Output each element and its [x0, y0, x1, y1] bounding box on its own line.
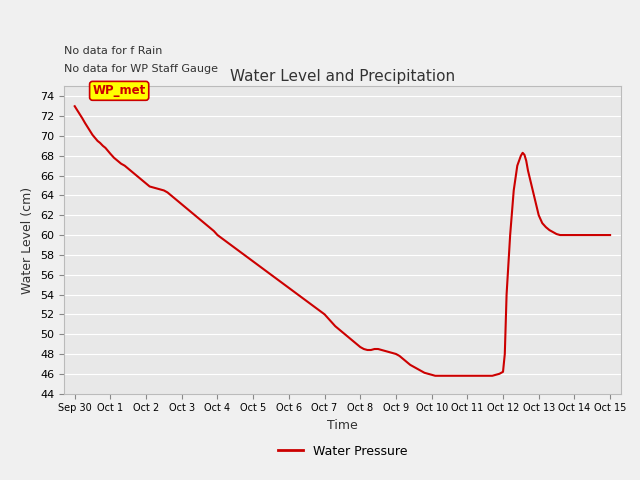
- Title: Water Level and Precipitation: Water Level and Precipitation: [230, 69, 455, 84]
- X-axis label: Time: Time: [327, 419, 358, 432]
- Legend: Water Pressure: Water Pressure: [273, 440, 412, 463]
- Text: WP_met: WP_met: [93, 84, 146, 97]
- Text: No data for WP Staff Gauge: No data for WP Staff Gauge: [64, 64, 218, 74]
- Text: No data for f Rain: No data for f Rain: [64, 46, 163, 56]
- Y-axis label: Water Level (cm): Water Level (cm): [22, 186, 35, 294]
